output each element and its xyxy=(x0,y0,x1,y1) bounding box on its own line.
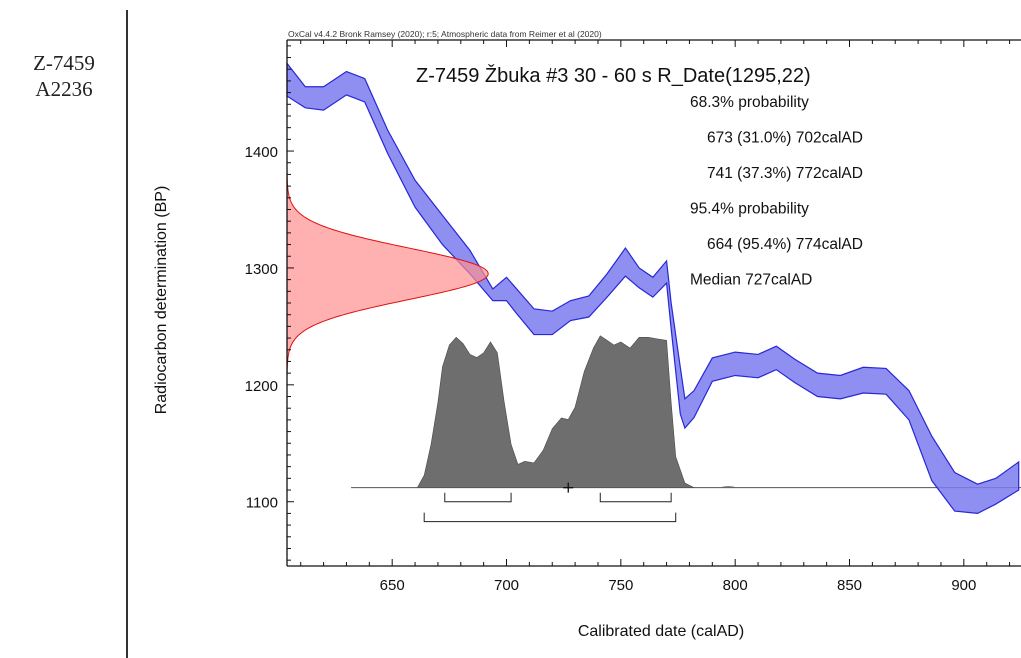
x-tick-label: 750 xyxy=(608,577,633,594)
measurement-distribution xyxy=(286,170,489,378)
annotation-line: 673 (31.0%) 702calAD xyxy=(707,130,863,147)
x-tick-label: 700 xyxy=(494,577,519,594)
x-tick-label: 850 xyxy=(837,577,862,594)
range-68-bracket-1 xyxy=(444,492,512,503)
chart-header: OxCal v4.4.2 Bronk Ramsey (2020); r:5; A… xyxy=(288,29,602,39)
x-tick-label: 800 xyxy=(723,577,748,594)
annotation-line: Median 727calAD xyxy=(690,272,812,289)
x-tick-label: 900 xyxy=(951,577,976,594)
annotation-line: 95.4% probability xyxy=(690,201,809,218)
y-tick-label: 1400 xyxy=(245,144,278,161)
sample-label: Z-7459 A2236 xyxy=(0,50,128,102)
y-tick-label: 1200 xyxy=(245,378,278,395)
sample-lab-id: A2236 xyxy=(35,77,93,101)
annotation-line: 68.3% probability xyxy=(690,94,809,111)
y-tick-label: 1300 xyxy=(245,261,278,278)
median-marker xyxy=(563,482,574,493)
sample-code: Z-7459 xyxy=(33,51,95,75)
calibration-curve-band xyxy=(286,61,1020,515)
y-axis-label: Radiocarbon determination (BP) xyxy=(153,186,170,415)
chart-title: Z-7459 Žbuka #3 30 - 60 s R_Date(1295,22… xyxy=(416,64,811,87)
annotation-line: 741 (37.3%) 772calAD xyxy=(707,165,863,182)
x-axis-label: Calibrated date (calAD) xyxy=(578,623,744,640)
posterior-distribution xyxy=(416,335,695,488)
vertical-divider xyxy=(126,10,128,658)
posterior-tail xyxy=(719,486,738,488)
y-tick-label: 1100 xyxy=(246,495,278,512)
range-95-bracket xyxy=(423,512,677,523)
range-68-bracket-2 xyxy=(599,492,672,503)
annotation-line: 664 (95.4%) 774calAD xyxy=(707,236,863,253)
x-tick-label: 650 xyxy=(380,577,405,594)
